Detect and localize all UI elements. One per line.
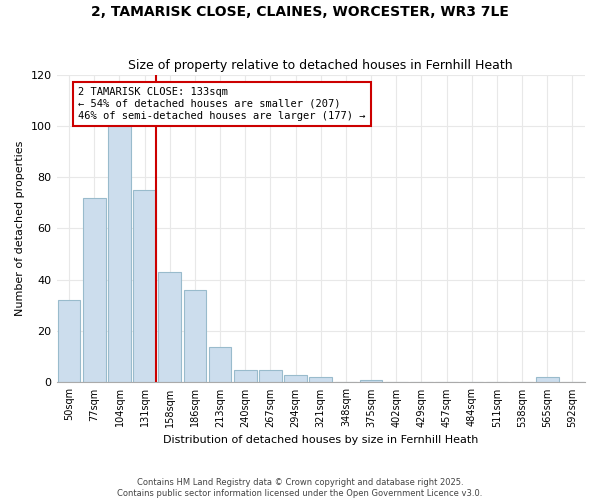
Bar	[58, 300, 80, 382]
Text: 2 TAMARISK CLOSE: 133sqm
← 54% of detached houses are smaller (207)
46% of semi-: 2 TAMARISK CLOSE: 133sqm ← 54% of detach…	[78, 88, 365, 120]
Bar	[259, 370, 282, 382]
Bar	[310, 378, 332, 382]
Bar	[133, 190, 156, 382]
Bar	[83, 198, 106, 382]
Text: Contains HM Land Registry data © Crown copyright and database right 2025.
Contai: Contains HM Land Registry data © Crown c…	[118, 478, 482, 498]
Bar	[108, 126, 131, 382]
Text: 2, TAMARISK CLOSE, CLAINES, WORCESTER, WR3 7LE: 2, TAMARISK CLOSE, CLAINES, WORCESTER, W…	[91, 5, 509, 19]
Y-axis label: Number of detached properties: Number of detached properties	[15, 141, 25, 316]
Title: Size of property relative to detached houses in Fernhill Heath: Size of property relative to detached ho…	[128, 59, 513, 72]
Bar	[360, 380, 382, 382]
Bar	[184, 290, 206, 382]
X-axis label: Distribution of detached houses by size in Fernhill Heath: Distribution of detached houses by size …	[163, 435, 478, 445]
Bar	[284, 374, 307, 382]
Bar	[234, 370, 257, 382]
Bar	[209, 346, 232, 382]
Bar	[536, 378, 559, 382]
Bar	[158, 272, 181, 382]
